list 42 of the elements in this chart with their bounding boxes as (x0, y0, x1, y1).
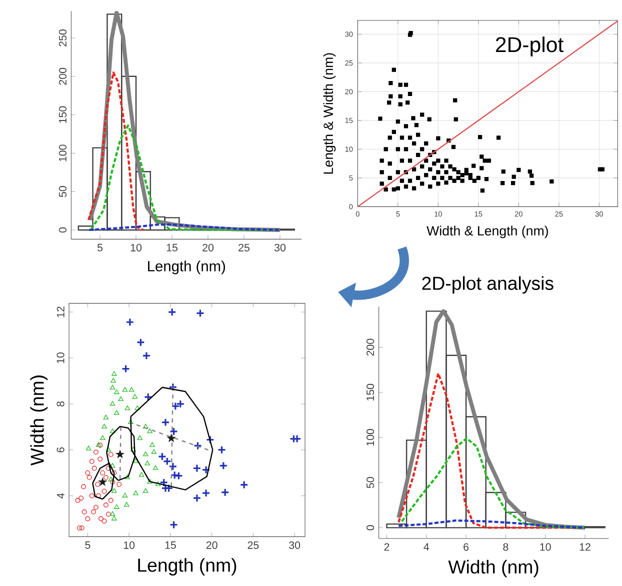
y-tick-label: 200 (58, 68, 66, 85)
y-tick-label: 150 (366, 384, 374, 400)
x-tick-label: 15 (165, 541, 176, 549)
x-tick-label: 5 (85, 541, 90, 549)
y-tick-label: 6 (56, 447, 64, 452)
x-tick-label: 10 (130, 244, 142, 252)
x-tick-label: 25 (238, 244, 250, 252)
y-tick-label: 12 (56, 306, 64, 318)
y-tick-label: 100 (58, 144, 66, 162)
x-axis-title: Width & Length (nm) (426, 226, 548, 238)
y-tick-label: 50 (58, 186, 66, 198)
x-tick-label: 30 (289, 541, 300, 549)
x-tick-label: 5 (97, 244, 103, 252)
annotation: 2D-plot (496, 36, 564, 56)
x-axis-title: Length (nm) (148, 260, 226, 274)
x-axis-title: Length (nm) (138, 558, 236, 576)
x-tick-label: 25 (248, 541, 259, 549)
y-axis-title: Length & Width (nm) (323, 53, 336, 174)
y-tick-label: 50 (366, 477, 374, 488)
y-axis-title: Width (nm) (30, 376, 48, 466)
y-tick-label: 8 (56, 401, 64, 406)
x-tick-label: 6 (464, 543, 469, 551)
x-tick-label: 12 (580, 543, 590, 551)
y-tick-label: 10 (56, 352, 64, 364)
x-tick-label: 2 (384, 543, 390, 551)
x-tick-label: 8 (503, 543, 508, 551)
text: 2D-plot analysis (422, 276, 554, 294)
y-tick-label: 150 (58, 106, 66, 123)
y-tick-label: 4 (56, 493, 64, 499)
y-tick-label: 250 (58, 30, 66, 46)
x-tick-label: 10 (540, 543, 551, 551)
x-tick-label: 20 (206, 541, 218, 549)
x-tick-label: 4 (424, 543, 430, 551)
x-tick-label: 20 (202, 244, 214, 252)
y-tick-label: 0 (58, 227, 66, 233)
x-tick-label: 10 (124, 541, 135, 549)
x-tick-label: 30 (274, 244, 286, 252)
y-tick-label: 100 (366, 428, 374, 446)
y-tick-label: 0 (366, 525, 374, 530)
y-tick-label: 200 (366, 338, 374, 356)
x-tick-label: 15 (166, 244, 178, 252)
x-axis-title: Width (nm) (448, 560, 538, 578)
